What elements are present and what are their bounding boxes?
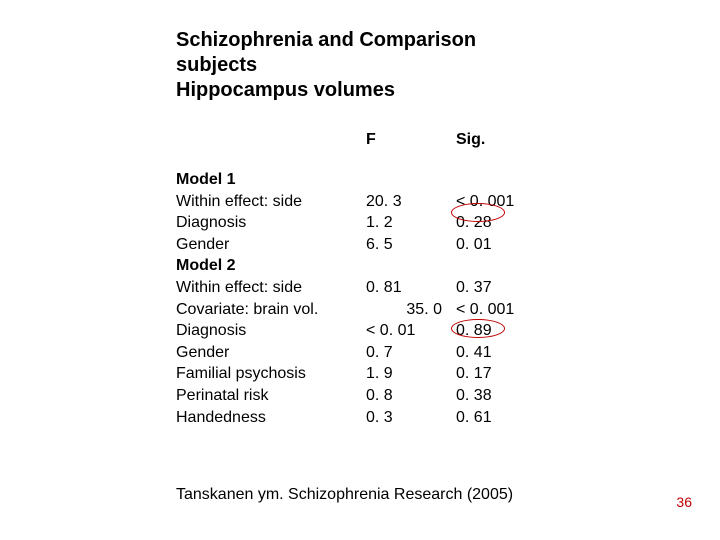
table-row: Familial psychosis 1. 9 0. 17 bbox=[176, 363, 596, 385]
citation: Tanskanen ym. Schizophrenia Research (20… bbox=[176, 486, 513, 504]
model2-heading: Model 2 bbox=[176, 255, 596, 277]
page-number: 36 bbox=[676, 494, 692, 510]
header-spacer bbox=[176, 131, 366, 149]
table-row: Within effect: side 20. 3 < 0. 001 bbox=[176, 191, 596, 213]
table-row: Handedness 0. 3 0. 61 bbox=[176, 407, 596, 429]
table-row: Within effect: side 0. 81 0. 37 bbox=[176, 277, 596, 299]
header-sig: Sig. bbox=[456, 131, 546, 149]
table-row: Gender 0. 7 0. 41 bbox=[176, 342, 596, 364]
header-f: F bbox=[366, 131, 456, 149]
table-row: Perinatal risk 0. 8 0. 38 bbox=[176, 385, 596, 407]
table-row: Gender 6. 5 0. 01 bbox=[176, 234, 596, 256]
table-row: Diagnosis < 0. 01 0. 89 bbox=[176, 320, 596, 342]
table-header: F Sig. bbox=[176, 131, 596, 149]
slide-title: Schizophrenia and Comparison subjects Hi… bbox=[176, 28, 596, 103]
title-line1: Schizophrenia and Comparison bbox=[176, 29, 476, 51]
table-row: Covariate: brain vol. 35. 0 < 0. 001 bbox=[176, 299, 596, 321]
title-line3: Hippocampus volumes bbox=[176, 79, 395, 101]
slide-content: Schizophrenia and Comparison subjects Hi… bbox=[176, 28, 596, 428]
table-row: Diagnosis 1. 2 0. 28 bbox=[176, 212, 596, 234]
title-line2: subjects bbox=[176, 54, 257, 76]
model1-heading: Model 1 bbox=[176, 169, 596, 191]
